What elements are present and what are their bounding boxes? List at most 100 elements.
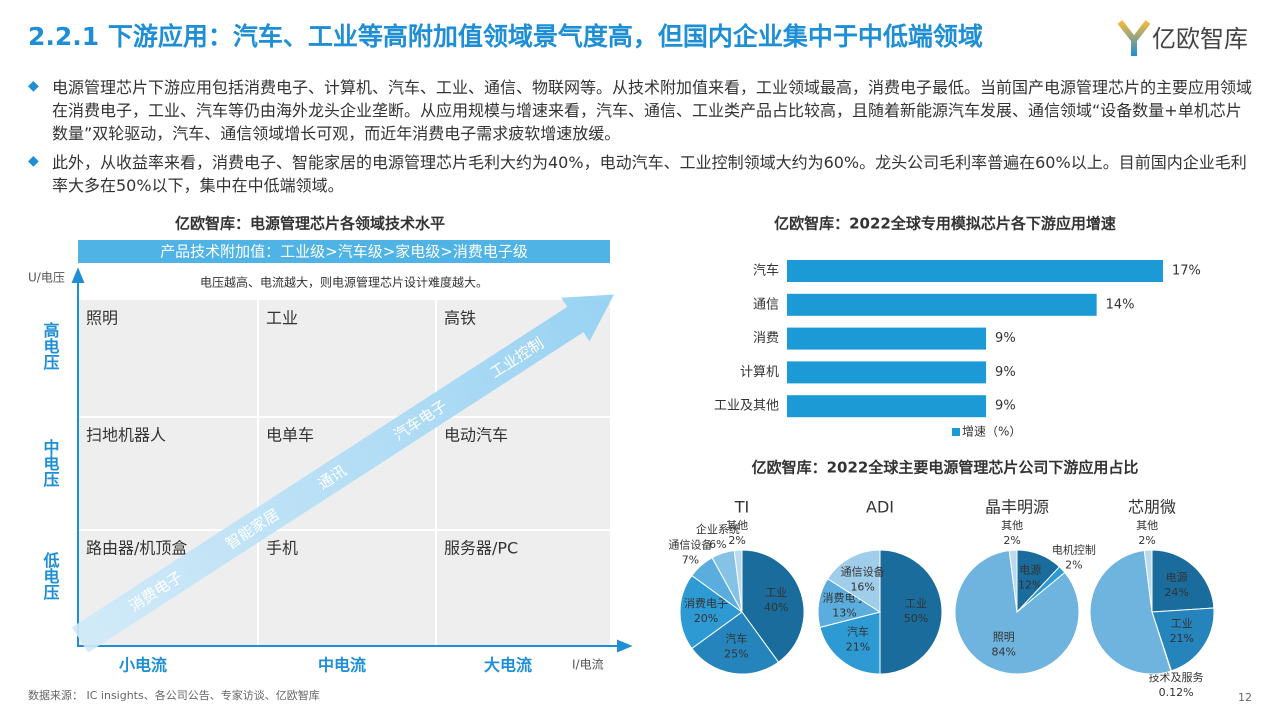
bar	[787, 395, 987, 418]
slice-value: 6%	[709, 538, 726, 551]
row-label: 低电压	[41, 551, 61, 601]
slice-name: 电源	[1166, 570, 1188, 584]
pie-title: ADI	[866, 498, 894, 517]
slice-name: 通信设备	[841, 564, 885, 578]
slice-value: 50%	[904, 612, 928, 625]
slice-value: 84%	[992, 645, 1016, 658]
slice-value: 25%	[724, 648, 748, 661]
slice-value: 7%	[682, 553, 699, 566]
pie-title: 芯朋微	[1128, 498, 1176, 517]
slice-name: 照明	[993, 630, 1015, 643]
slice-value: 20%	[694, 612, 718, 625]
slice-name: 通信设备	[668, 537, 712, 551]
pie-slice	[1008, 549, 1018, 613]
pie-title: TI	[734, 498, 750, 517]
axes	[71, 267, 633, 653]
x-axis-label: I/电流	[572, 658, 604, 672]
bar	[787, 293, 1097, 316]
slice-name: 工业	[905, 597, 927, 610]
pie-slice	[819, 611, 881, 675]
slice-name: 消费电子	[684, 596, 728, 610]
legend-label: 增速（%）	[962, 425, 1021, 439]
bar	[787, 361, 987, 384]
bullet-icon: ◆	[28, 78, 39, 94]
bar	[787, 260, 1163, 282]
slice-value: 2%	[1138, 534, 1155, 547]
cell-label: 路由器/机顶盒	[86, 539, 187, 558]
cell-label: 手机	[266, 539, 298, 558]
slice-name: 企业系统	[696, 522, 740, 536]
pie-slice	[679, 574, 743, 650]
pie-slice	[826, 549, 881, 613]
cell-label: 电动汽车	[444, 426, 508, 445]
pie-slice	[1151, 549, 1215, 613]
slice-name: 电机控制	[1052, 543, 1096, 557]
slice-name: 技术及服务	[1149, 671, 1204, 684]
pie-slice	[1143, 549, 1153, 613]
pie-slice	[1151, 607, 1215, 672]
title: 2.2.1 下游应用：汽车、工业等高附加值领域景气度高，但国内企业集中于中低端领…	[28, 22, 983, 51]
value-label: 9%	[995, 399, 1016, 414]
pie-slice	[691, 611, 780, 675]
cell-label: 扫地机器人	[86, 426, 166, 445]
slice-value: 2%	[728, 534, 745, 547]
y-axis-label: U/电压	[28, 271, 65, 285]
pie-slice	[954, 549, 1080, 675]
column-label: 中电流	[318, 656, 366, 675]
slice-name: 其他	[1136, 519, 1158, 532]
pie-section-title: 亿欧智库：2022全球主要电源管理芯片公司下游应用占比	[752, 459, 1139, 477]
source: 数据来源： IC insights、各公司公告、专家访谈、亿欧智库	[28, 688, 320, 702]
pie-slice	[1089, 549, 1172, 675]
category-label: 汽车	[753, 263, 779, 279]
slice-name: 其他	[1001, 519, 1023, 532]
cell-label: 服务器/PC	[444, 539, 518, 558]
banner	[78, 240, 610, 263]
value-label: 9%	[995, 365, 1016, 380]
arrow-shape	[71, 294, 614, 653]
row-label: 中电压	[41, 438, 60, 488]
bullet: 电源管理芯片下游应用包括消费电子、计算机、汽车、工业、通信、物联网等。从技术附加…	[52, 78, 1253, 143]
logo: 亿欧智库	[1152, 25, 1248, 53]
cell-label: 工业	[266, 309, 298, 328]
banner-text: 产品技术附加值：工业级>汽车级>家电级>消费电子级	[160, 243, 528, 261]
slice-value: 21%	[1170, 632, 1194, 645]
bar	[787, 327, 987, 350]
slice-value: 24%	[1164, 586, 1188, 599]
value-label: 17%	[1172, 264, 1201, 279]
pie-slice	[879, 549, 943, 675]
page-number: 12	[1238, 691, 1252, 704]
slice-name: 工业	[765, 586, 787, 599]
slice-name: 汽车	[847, 624, 869, 638]
note: 电压越高、电流越大，则电源管理芯片设计难度越大。	[200, 275, 488, 290]
slice-name: 其他	[726, 519, 748, 532]
slice-name: 工业	[1171, 617, 1193, 630]
row-label: 高电压	[41, 321, 60, 371]
cell-label: 电单车	[266, 426, 314, 445]
matrix-title: 亿欧智库：电源管理芯片各领域技术水平	[175, 215, 445, 233]
slice-name: 汽车	[725, 632, 747, 646]
bullet: 此外，从收益率来看，消费电子、智能家居的电源管理芯片毛利大约为40%，电动汽车、…	[52, 153, 1247, 195]
matrix-grid	[78, 300, 610, 645]
pie-slice	[733, 549, 743, 613]
category-label: 通信	[753, 297, 779, 312]
slice-value: 16%	[850, 580, 874, 593]
pie-slice	[741, 549, 805, 663]
bullet-icon: ◆	[28, 153, 39, 169]
slice-value: 2%	[1003, 534, 1020, 547]
legend-swatch	[952, 428, 960, 436]
value-label: 14%	[1106, 297, 1135, 312]
slice-value: 2%	[1065, 559, 1082, 572]
logo-icon	[1117, 20, 1151, 56]
slice-value: 12%	[1018, 579, 1042, 592]
chart-title: 亿欧智库：2022全球专用模拟芯片各下游应用增速	[774, 215, 1116, 233]
slice-value: 13%	[832, 606, 856, 619]
slice-value: 40%	[764, 601, 788, 614]
slice-value: 21%	[846, 640, 870, 653]
pie-title: 晶丰明源	[985, 498, 1049, 517]
column-label: 小电流	[119, 656, 167, 675]
slice-name: 电源	[1019, 563, 1041, 577]
category-label: 消费	[753, 331, 779, 346]
